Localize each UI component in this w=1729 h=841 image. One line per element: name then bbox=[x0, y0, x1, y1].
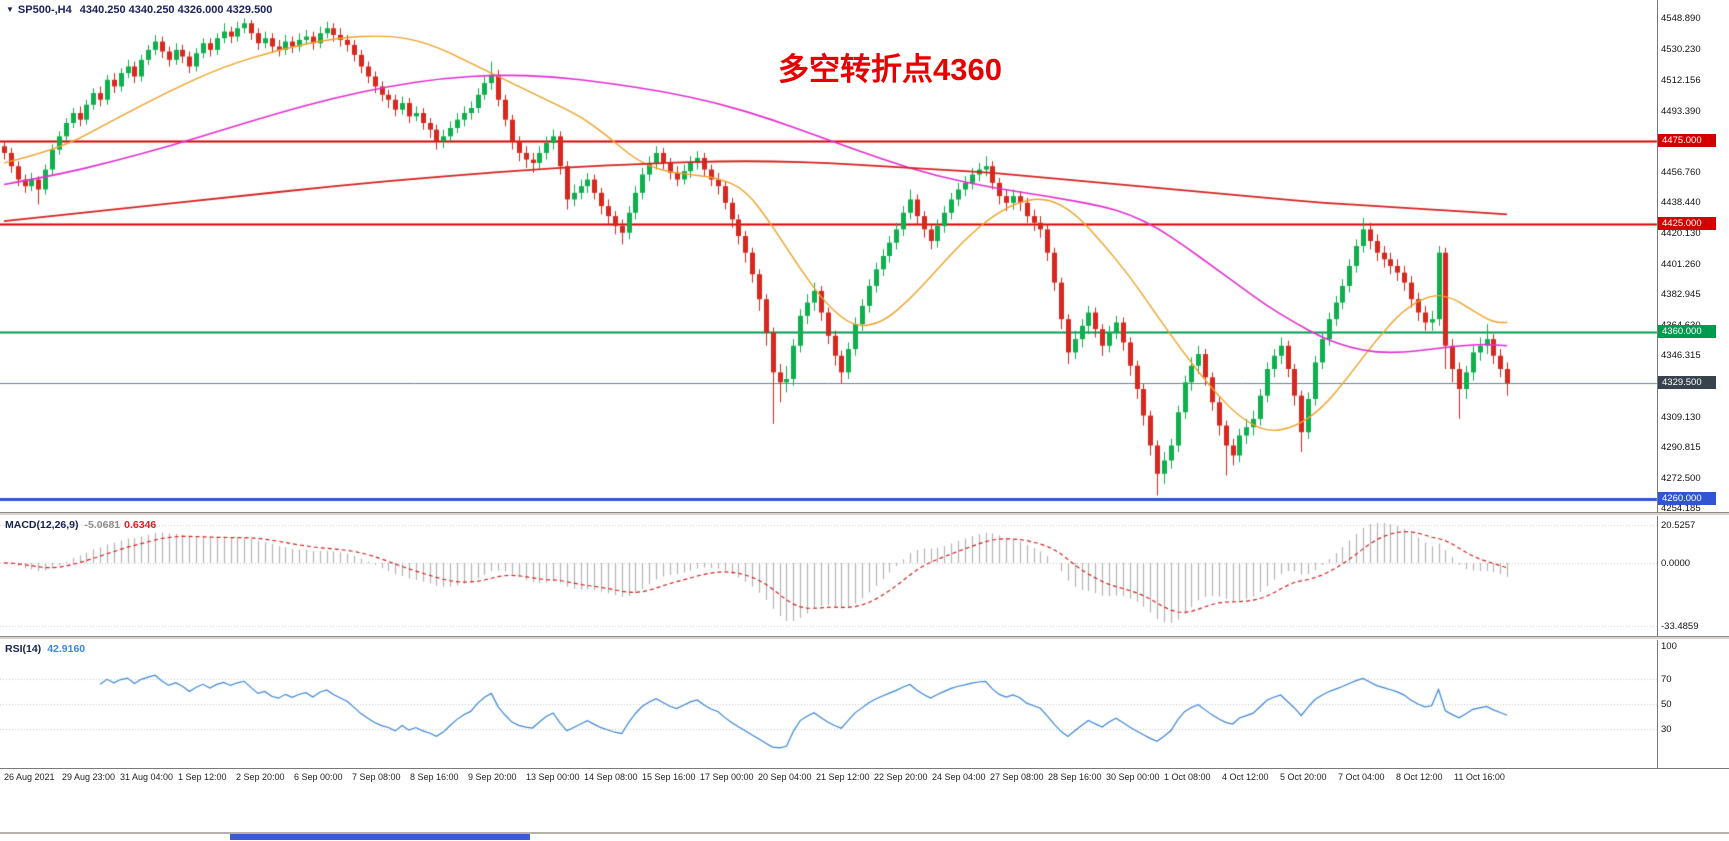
price-scale-area[interactable] bbox=[1658, 0, 1729, 768]
symbol-header: ▼ SP500-,H4 4340.250 4340.250 4326.000 432… bbox=[6, 4, 272, 16]
time-axis-border bbox=[0, 768, 1729, 769]
price-axis-border bbox=[1657, 0, 1658, 768]
symbol-title: SP500-,H4 bbox=[17, 4, 72, 16]
window-bottom-border bbox=[0, 832, 1729, 834]
macd-panel-divider[interactable] bbox=[0, 512, 1729, 516]
macd-indicator-header: MACD(12,26,9) -5.0681 0.6346 bbox=[5, 519, 156, 531]
chart-menu-triangle-icon[interactable]: ▼ bbox=[6, 5, 14, 14]
bottom-strip-highlight bbox=[230, 834, 530, 840]
rsi-panel-divider[interactable] bbox=[0, 636, 1729, 640]
rsi-value: 42.9160 bbox=[47, 643, 86, 655]
macd-main-value: -5.0681 bbox=[84, 519, 121, 531]
macd-signal-value: 0.6346 bbox=[124, 519, 157, 531]
time-scale-area[interactable] bbox=[0, 770, 1657, 788]
rsi-label: RSI(14) bbox=[5, 643, 42, 655]
ohlc-values: 4340.250 4340.250 4326.000 4329.500 bbox=[79, 4, 273, 16]
chart-annotation-text[interactable]: 多空转折点4360 bbox=[778, 52, 1002, 87]
macd-label: MACD(12,26,9) bbox=[5, 519, 79, 531]
rsi-indicator-header: RSI(14) 42.9160 bbox=[5, 643, 85, 655]
